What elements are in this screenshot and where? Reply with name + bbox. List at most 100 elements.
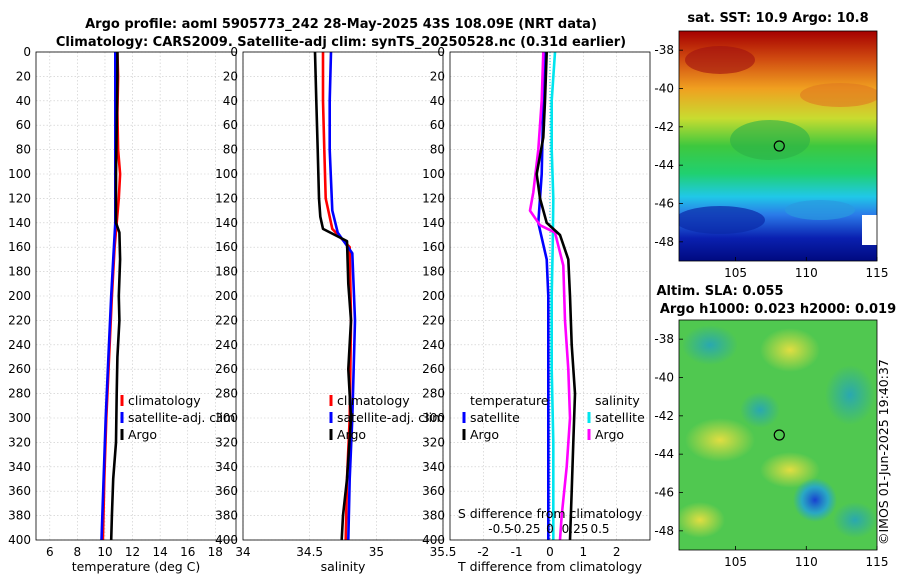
y-tick-label: 60	[223, 118, 238, 132]
sst-warm-patch	[800, 83, 877, 107]
figure-title-line2: Climatology: CARS2009. Satellite-adj cli…	[56, 35, 626, 50]
legend-label: climatology	[128, 393, 201, 408]
x-tick-label: 0	[546, 545, 554, 559]
y-tick-label: 0	[437, 45, 445, 59]
series-line-t-argo	[535, 51, 577, 541]
y-tick-label: 20	[16, 69, 31, 83]
y-tick-label: 20	[430, 69, 445, 83]
sla-blob	[682, 325, 738, 365]
y-tick-label: 380	[422, 509, 445, 523]
map-x-tick-label: 105	[724, 555, 747, 569]
map-y-tick-label: -46	[654, 486, 674, 500]
sst-map-title: sat. SST: 10.9 Argo: 10.8	[687, 11, 868, 26]
map-y-tick-label: -48	[654, 235, 674, 249]
sla-blob	[685, 418, 755, 462]
map-x-tick-label: 110	[795, 555, 818, 569]
y-tick-label: 140	[422, 216, 445, 230]
figure-title-line1: Argo profile: aoml 5905773_242 28-May-20…	[85, 17, 597, 32]
sla-blob	[740, 392, 780, 428]
y-tick-label: 340	[8, 460, 31, 474]
y-tick-label: 0	[23, 45, 31, 59]
map-y-tick-label: -38	[654, 332, 674, 346]
x-tick-label: 12	[125, 545, 140, 559]
map-x-tick-label: 115	[866, 266, 889, 280]
y-tick-label: 120	[422, 191, 445, 205]
y-tick-label: 200	[422, 289, 445, 303]
x-tick-label: 10	[97, 545, 112, 559]
sla-map-subtitle: Argo h1000: 0.023 h2000: 0.019	[660, 302, 896, 317]
x-tick-label-top: 0	[546, 522, 554, 536]
map-x-tick-label: 110	[795, 266, 818, 280]
y-tick-label: 220	[8, 313, 31, 327]
y-tick-label: 240	[8, 338, 31, 352]
y-tick-label: 140	[8, 216, 31, 230]
sst-cold-patch	[679, 206, 765, 234]
y-tick-label: 260	[215, 362, 238, 376]
x-tick-label: -1	[511, 545, 523, 559]
y-tick-label: 100	[8, 167, 31, 181]
y-tick-label: 220	[422, 313, 445, 327]
y-tick-label: 260	[422, 362, 445, 376]
y-tick-label: 200	[8, 289, 31, 303]
sla-blob	[833, 502, 877, 538]
x-tick-label-top: -0.25	[509, 522, 540, 536]
x-axis-label: T difference from climatology	[457, 559, 643, 574]
y-tick-label: 240	[422, 338, 445, 352]
y-tick-label: 60	[430, 118, 445, 132]
map-y-tick-label: -44	[654, 158, 674, 172]
y-tick-label: 220	[215, 313, 238, 327]
map-y-tick-label: -38	[654, 43, 674, 57]
y-tick-label: 380	[8, 509, 31, 523]
x-tick-label-top: -0.5	[488, 522, 511, 536]
y-tick-label: 360	[422, 484, 445, 498]
argo-location-marker	[773, 140, 785, 152]
sla-map-frame	[678, 319, 878, 551]
y-tick-label: 40	[223, 94, 238, 108]
sst-green-patch	[730, 120, 810, 160]
x-tick-label: 34	[235, 545, 250, 559]
sla-blob	[679, 502, 725, 538]
x-tick-label: 2	[613, 545, 621, 559]
legend-label: satellite-adj. clim	[128, 410, 235, 425]
imos-watermark: ©IMOS 01-Jun-2025 19:40:37	[876, 359, 891, 545]
y-tick-label: 360	[215, 484, 238, 498]
y-tick-label: 60	[16, 118, 31, 132]
axes-frame	[449, 51, 651, 541]
x-tick-label: 14	[152, 545, 167, 559]
y-tick-label: 200	[215, 289, 238, 303]
y-tick-label: 80	[16, 143, 31, 157]
y-tick-label: 400	[422, 533, 445, 547]
x-tick-label: 8	[74, 545, 82, 559]
series-line-s-argo	[528, 51, 572, 541]
map-y-tick-label: -44	[654, 447, 674, 461]
legend-title-salinity: salinity	[595, 393, 640, 408]
legend-label: satellite	[595, 410, 645, 425]
y-tick-label: 120	[215, 191, 238, 205]
x-axis-label: salinity	[321, 559, 366, 574]
legend-title-temperature: temperature	[470, 393, 549, 408]
sla-map	[679, 320, 877, 550]
series-line-satellite-adj-clim	[328, 51, 357, 541]
y-tick-label: 320	[215, 435, 238, 449]
salinity-panel: 0204060801001201401601802002202402602803…	[215, 45, 456, 574]
y-tick-label: 300	[422, 411, 445, 425]
sst-missing-data	[862, 215, 877, 245]
sst-cold-patch	[785, 200, 855, 220]
y-tick-label: 340	[215, 460, 238, 474]
difference-panel: 0204060801001201401601802002202402602803…	[422, 45, 651, 574]
y-tick-label: 300	[215, 411, 238, 425]
x-tick-label: -2	[477, 545, 489, 559]
y-tick-label: 100	[422, 167, 445, 181]
sla-blob	[793, 478, 837, 522]
sla-blob	[760, 328, 820, 372]
y-tick-label: 100	[215, 167, 238, 181]
x-tick-label: 18	[208, 545, 223, 559]
x-tick-label-top: 0.25	[562, 522, 589, 536]
map-y-tick-label: -40	[654, 371, 674, 385]
map-y-tick-label: -48	[654, 524, 674, 538]
x-axis-label-top: S difference from climatology	[458, 506, 643, 521]
y-tick-label: 340	[422, 460, 445, 474]
y-tick-label: 80	[430, 143, 445, 157]
legend-label: satellite-adj. clim	[337, 410, 444, 425]
y-tick-label: 240	[215, 338, 238, 352]
